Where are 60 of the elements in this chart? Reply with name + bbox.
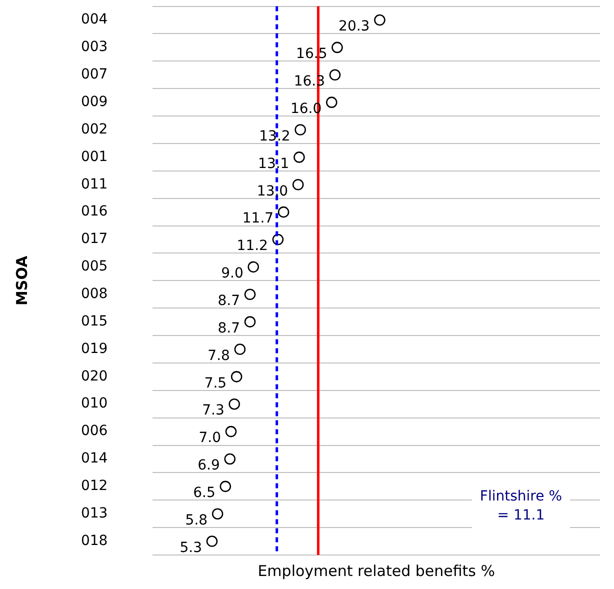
- data-label: 11.7: [242, 210, 274, 227]
- y-tick-label: 009: [80, 94, 108, 110]
- point: [206, 536, 218, 547]
- point: [234, 344, 246, 355]
- point: [272, 234, 284, 246]
- data-label: 6.9: [198, 458, 220, 474]
- y-tick-label: 006: [80, 423, 108, 440]
- data-label: 8.7: [218, 293, 240, 310]
- point: [248, 261, 260, 273]
- y-tick-label: 014: [80, 450, 108, 467]
- x-axis-title: Employment related benefits %: [258, 562, 496, 580]
- data-label: 6.5: [193, 485, 216, 502]
- y-tick-label: 010: [80, 396, 108, 412]
- y-tick-label: 004: [80, 12, 108, 28]
- data-label: 7.3: [202, 402, 224, 419]
- y-tick-label: 001: [80, 148, 108, 165]
- point: [326, 96, 338, 108]
- data-label: 13.0: [256, 183, 288, 200]
- data-label: 7.0: [198, 430, 221, 446]
- y-tick-label: 008: [80, 286, 108, 302]
- point: [292, 178, 304, 190]
- y-tick-label: 003: [80, 39, 108, 56]
- point: [220, 480, 232, 492]
- point: [224, 453, 236, 465]
- y-tick-label: 020: [80, 368, 108, 384]
- point: [278, 206, 290, 218]
- y-tick-label: 002: [80, 121, 108, 138]
- y-tick-label: 011: [80, 176, 108, 192]
- data-label: 11.2: [236, 238, 268, 254]
- point: [294, 152, 305, 163]
- point: [230, 371, 242, 382]
- data-label: 13.2: [259, 128, 290, 144]
- y-tick-label: 018: [80, 532, 108, 549]
- point: [332, 42, 343, 54]
- data-label: 7.8: [208, 348, 230, 364]
- data-label: 13.1: [258, 156, 290, 172]
- point: [329, 69, 341, 81]
- y-tick-label: 015: [80, 313, 108, 330]
- point: [225, 426, 237, 438]
- data-label: 20.3: [338, 18, 370, 35]
- point: [244, 288, 256, 300]
- point: [212, 508, 224, 520]
- point: [228, 398, 240, 410]
- y-tick-label: 005: [80, 258, 108, 275]
- point: [294, 124, 306, 136]
- y-tick-label: 019: [80, 340, 108, 357]
- y-tick-label: 017: [80, 231, 108, 248]
- y-tick-label: 013: [80, 505, 108, 522]
- y-tick-label: 012: [80, 478, 108, 494]
- data-label: 5.8: [185, 512, 208, 528]
- y-tick-label: 016: [80, 204, 108, 220]
- data-label: 8.7: [218, 320, 240, 336]
- data-label: 9.0: [221, 266, 244, 282]
- point: [244, 316, 256, 328]
- data-label: 7.5: [204, 375, 227, 392]
- point: [374, 14, 386, 26]
- y-tick-label: 007: [80, 66, 108, 83]
- data-label: 5.3: [180, 540, 202, 556]
- y-axis-title: MSOA: [12, 255, 31, 306]
- annotation: Flintshire % = 11.1: [480, 488, 562, 524]
